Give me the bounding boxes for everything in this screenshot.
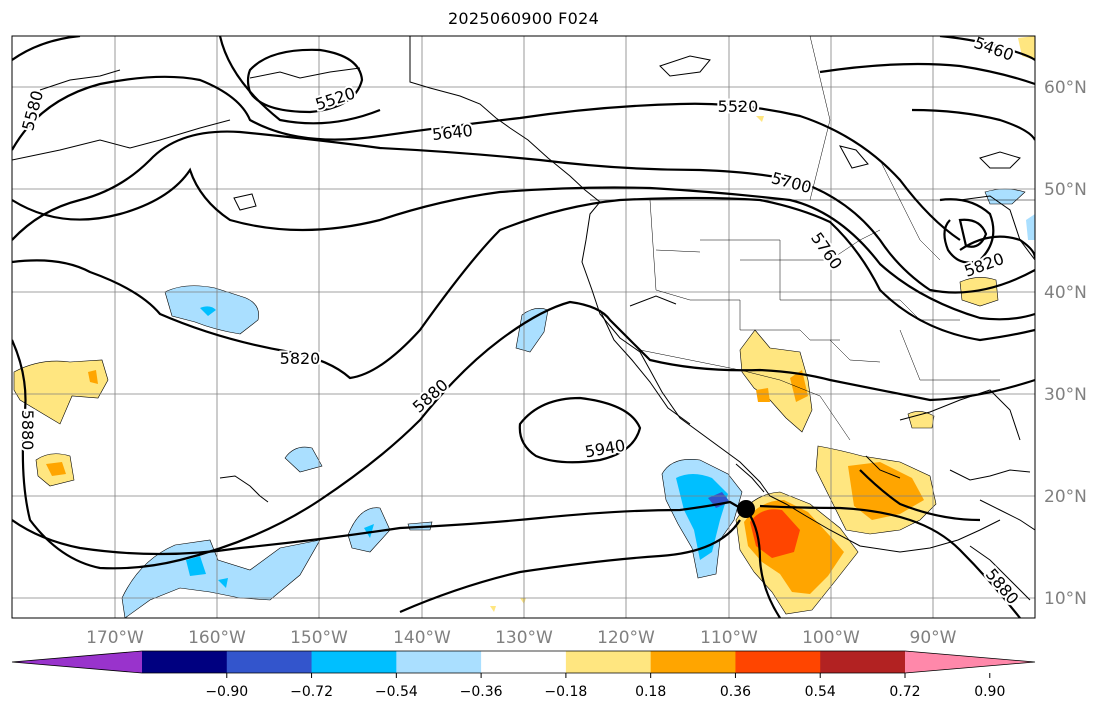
svg-text:50°N: 50°N (1044, 180, 1087, 200)
colorbar-tick-label: −0.54 (375, 684, 418, 700)
colorbar-tick-label: −0.72 (290, 684, 333, 700)
svg-text:20°N: 20°N (1044, 487, 1087, 507)
colorbar-segment (650, 651, 736, 673)
svg-text:5880: 5880 (18, 410, 37, 451)
colorbar-extend-low (12, 651, 142, 673)
svg-text:5820: 5820 (280, 349, 321, 368)
svg-text:10°N: 10°N (1044, 589, 1087, 609)
colorbar-segment (311, 651, 397, 673)
map-title: 2025060900 F024 (447, 9, 600, 28)
svg-text:170°W: 170°W (86, 628, 144, 648)
colorbar-tick-label: −0.18 (544, 684, 587, 700)
colorbar-segment (142, 651, 228, 673)
colorbar-segment (565, 651, 652, 673)
anomaly-shading (13, 36, 1035, 618)
svg-text:5520: 5520 (718, 97, 759, 116)
svg-text:100°W: 100°W (802, 628, 860, 648)
colorbar-tick-label: 0.18 (635, 684, 666, 700)
colorbar-tick-label: 0.54 (805, 684, 836, 700)
colorbar-segment (226, 651, 313, 673)
political-borders (590, 36, 1035, 441)
colorbar: −0.90 −0.72 −0.54 −0.36 −0.18 0.18 0.36 0.54 0.7… (11, 650, 1036, 700)
svg-text:140°W: 140°W (393, 628, 451, 648)
colorbar-segment (820, 651, 906, 673)
storm-marker (737, 500, 755, 518)
colorbar-outline (11, 650, 1036, 674)
svg-text:60°N: 60°N (1044, 78, 1087, 98)
latitude-labels: 60°N 50°N 40°N 30°N 20°N 10°N (1044, 78, 1087, 609)
svg-text:30°N: 30°N (1044, 385, 1087, 405)
svg-text:40°N: 40°N (1044, 283, 1087, 303)
colorbar-tick-label: 0.90 (974, 684, 1005, 700)
graticule (12, 36, 1035, 618)
longitude-labels: 170°W 160°W 150°W 140°W 130°W 120°W 110°… (86, 628, 957, 648)
svg-text:120°W: 120°W (597, 628, 655, 648)
colorbar-segment (396, 651, 482, 673)
svg-text:150°W: 150°W (290, 628, 348, 648)
colorbar-tick-label: −0.36 (460, 684, 503, 700)
map-frame (11, 35, 1036, 619)
colorbar-tick-label: 0.72 (889, 684, 920, 700)
colorbar-segment (481, 651, 567, 673)
svg-text:130°W: 130°W (495, 628, 553, 648)
colorbar-tick-label: −0.90 (205, 684, 248, 700)
colorbar-extend-high (905, 651, 1035, 673)
svg-text:110°W: 110°W (700, 628, 758, 648)
colorbar-segment (735, 651, 821, 673)
colorbar-tick-label: 0.36 (720, 684, 751, 700)
svg-text:90°W: 90°W (910, 628, 957, 648)
svg-text:160°W: 160°W (188, 628, 246, 648)
